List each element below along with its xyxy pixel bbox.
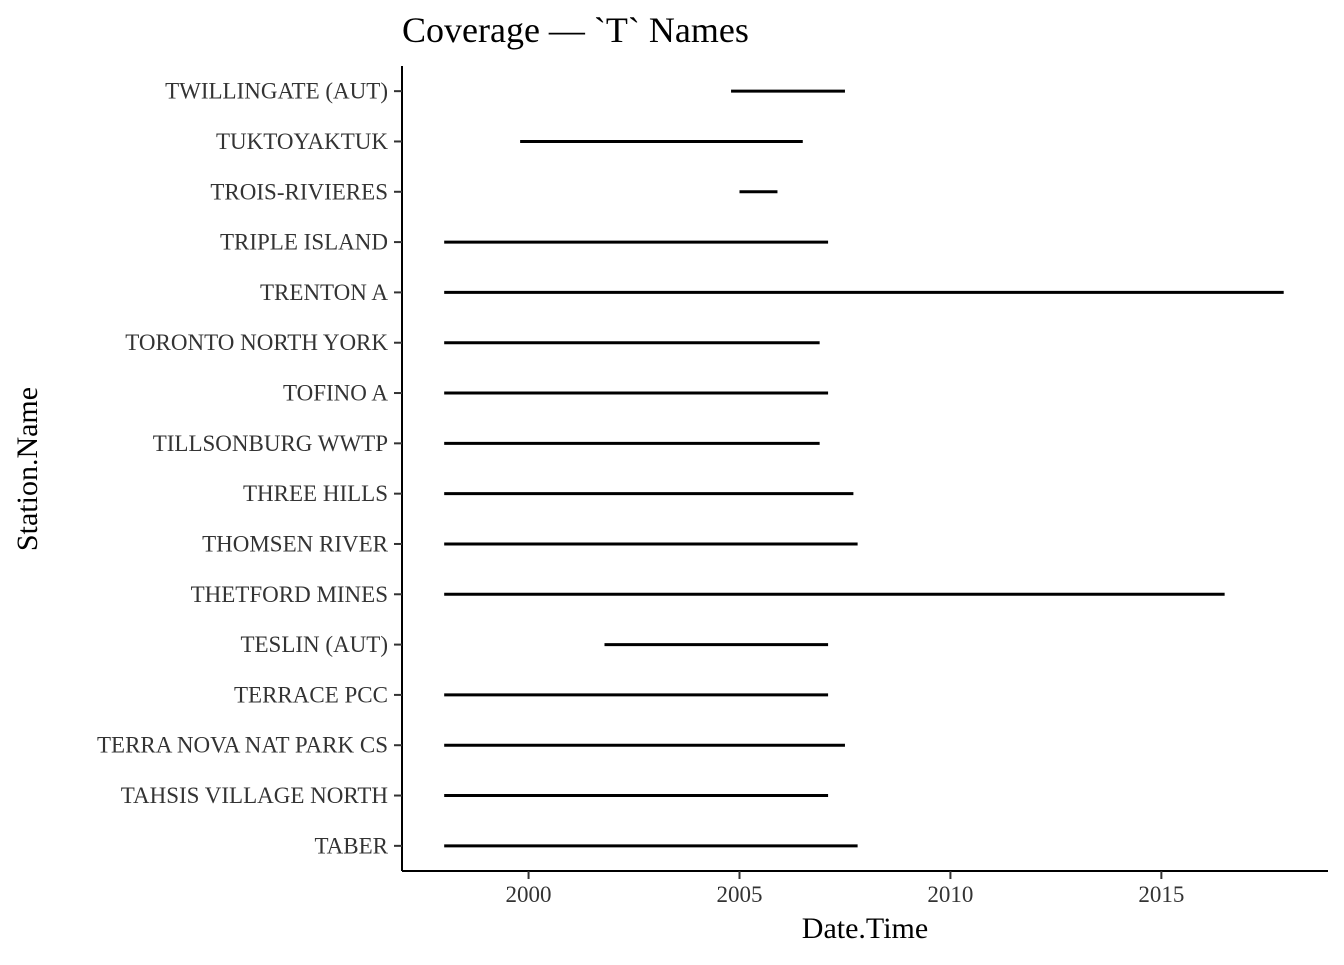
y-tick-label: TILLSONBURG WWTP [153, 431, 388, 456]
y-tick-label: TABER [314, 833, 388, 858]
x-tick-label: 2015 [1138, 882, 1184, 907]
range-segments [444, 89, 1284, 848]
y-tick-label: TRIPLE ISLAND [220, 230, 388, 255]
chart-title: Coverage — `T` Names [402, 10, 749, 50]
y-tick-label: TRENTON A [260, 280, 388, 305]
x-tick-label: 2005 [716, 882, 762, 907]
y-tick-label: THOMSEN RIVER [202, 531, 389, 556]
y-axis-title: Station.Name [11, 387, 44, 551]
y-tick-label: TORONTO NORTH YORK [125, 330, 388, 355]
x-axis-title: Date.Time [802, 912, 928, 945]
y-tick-label: TROIS-RIVIERES [210, 179, 388, 204]
y-tick-label: TESLIN (AUT) [240, 632, 388, 657]
x-tick-label: 2000 [506, 882, 552, 907]
y-tick-label: TWILLINGATE (AUT) [165, 79, 388, 104]
y-tick-label: TOFINO A [283, 381, 388, 406]
x-tick-label: 2010 [927, 882, 973, 907]
y-tick-label: TERRA NOVA NAT PARK CS [97, 733, 388, 758]
y-axis-ticks: TABER TAHSIS VILLAGE NORTH TERRA NOVA NAT … [97, 79, 402, 858]
y-tick-label: THREE HILLS [243, 481, 388, 506]
y-tick-label: THETFORD MINES [191, 582, 388, 607]
y-tick-label: TERRACE PCC [234, 682, 388, 707]
y-tick-label: TAHSIS VILLAGE NORTH [121, 783, 388, 808]
x-axis-ticks: 2000 2005 2010 2015 [506, 871, 1184, 907]
y-tick-label: TUKTOYAKTUK [216, 129, 388, 154]
